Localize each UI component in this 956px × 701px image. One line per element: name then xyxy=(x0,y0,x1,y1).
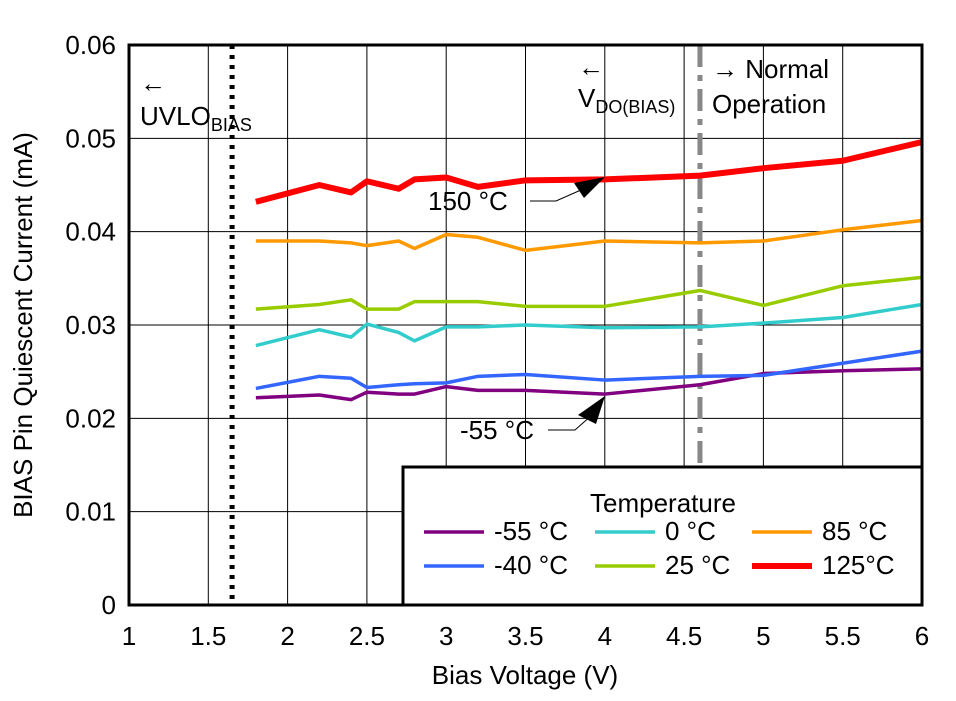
normal-operation-line2: Operation xyxy=(712,89,826,119)
y-tick-label: 0.06 xyxy=(65,30,116,60)
arrow-150-icon xyxy=(574,177,605,198)
svg-text:150 °C: 150 °C xyxy=(428,186,508,216)
y-tick-label: 0.03 xyxy=(65,310,116,340)
tick-labels: 1 1.5 2 2.5 3 3.5 4 4.5 5 5.5 6 0 0.01 0.02 0.03 0.04 0.… xyxy=(65,30,929,651)
series-line xyxy=(255,302,923,348)
svg-text:Temperature: Temperature xyxy=(590,488,736,518)
y-axis-label: BIAS Pin Quiescent Current (mA) xyxy=(8,132,38,518)
x-tick-label: 5 xyxy=(756,621,770,651)
y-tick-label: 0.04 xyxy=(65,217,116,247)
y-tick-label: 0.01 xyxy=(65,497,116,527)
y-tick-label: 0.05 xyxy=(65,123,116,153)
x-tick-label: 6 xyxy=(915,621,929,651)
vdo-arrow: ← xyxy=(578,52,604,82)
annotation-m55: -55 °C xyxy=(460,396,605,445)
annotation-150: 150 °C xyxy=(428,177,605,216)
x-tick-label: 4.5 xyxy=(666,621,702,651)
x-tick-label: 2.5 xyxy=(349,621,385,651)
legend-label: 25 °C xyxy=(665,550,730,580)
x-axis-label: Bias Voltage (V) xyxy=(432,660,618,690)
legend-label: 0 °C xyxy=(665,516,716,546)
series-line xyxy=(255,218,923,253)
x-tick-label: 4 xyxy=(598,621,612,651)
x-tick-label: 5.5 xyxy=(825,621,861,651)
series-lines xyxy=(255,139,923,402)
series-line xyxy=(255,349,923,391)
uvlo-label: UVLOBIAS xyxy=(140,101,252,135)
x-tick-label: 1 xyxy=(122,621,136,651)
normal-operation-line1: → Normal xyxy=(712,54,829,84)
x-tick-label: 3.5 xyxy=(507,621,543,651)
legend-label: -40 °C xyxy=(494,550,568,580)
x-tick-label: 3 xyxy=(439,621,453,651)
series-line xyxy=(255,367,923,402)
uvlo-arrow: ← xyxy=(140,68,166,98)
reference-lines xyxy=(229,45,703,605)
series-line xyxy=(255,139,923,205)
legend: Temperature -55 °C -40 °C 0 °C 25 °C 85 °C 12… xyxy=(401,465,924,607)
vdo-label: VDO(BIAS) xyxy=(578,83,675,117)
x-tick-label: 2 xyxy=(280,621,294,651)
legend-label: 125°C xyxy=(822,550,895,580)
legend-label: -55 °C xyxy=(494,516,568,546)
series-line xyxy=(255,275,923,311)
y-tick-label: 0 xyxy=(102,590,116,620)
x-tick-label: 1.5 xyxy=(190,621,226,651)
svg-text:-55 °C: -55 °C xyxy=(460,415,534,445)
arrow-m55-icon xyxy=(578,396,605,424)
legend-label: 85 °C xyxy=(822,516,887,546)
y-tick-label: 0.02 xyxy=(65,403,116,433)
